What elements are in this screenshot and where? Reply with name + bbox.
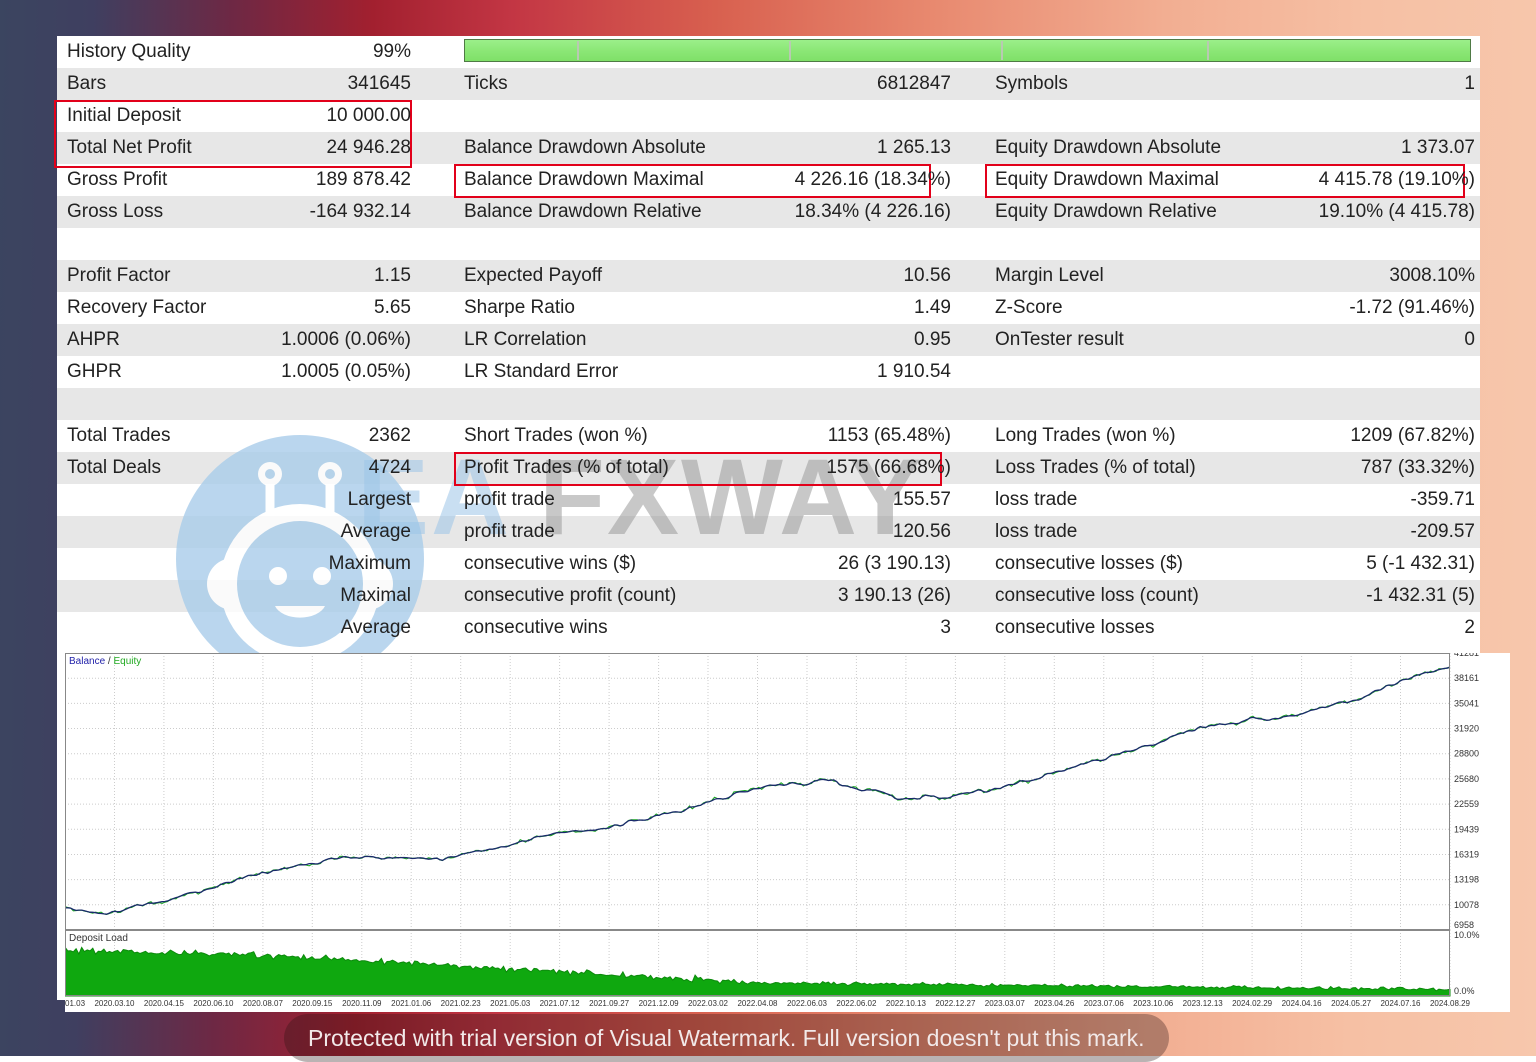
svg-text:2021.01.06: 2021.01.06 (391, 999, 432, 1008)
svg-text:10078: 10078 (1454, 900, 1479, 910)
svg-text:2020.01.03: 2020.01.03 (65, 999, 86, 1008)
svg-text:2024.05.27: 2024.05.27 (1331, 999, 1372, 1008)
svg-text:2024.08.29: 2024.08.29 (1430, 999, 1471, 1008)
svg-text:2023.12.13: 2023.12.13 (1183, 999, 1224, 1008)
svg-text:31920: 31920 (1454, 724, 1479, 734)
svg-text:35041: 35041 (1454, 698, 1479, 708)
svg-text:Balance / Equity: Balance / Equity (69, 656, 141, 667)
svg-text:2020.09.15: 2020.09.15 (292, 999, 333, 1008)
svg-text:2024.02.29: 2024.02.29 (1232, 999, 1273, 1008)
svg-text:2020.11.09: 2020.11.09 (342, 999, 382, 1008)
svg-text:2021.09.27: 2021.09.27 (589, 999, 630, 1008)
svg-text:0.0%: 0.0% (1454, 986, 1475, 996)
svg-text:2020.06.10: 2020.06.10 (193, 999, 234, 1008)
svg-text:2022.03.02: 2022.03.02 (688, 999, 729, 1008)
svg-text:25680: 25680 (1454, 774, 1479, 784)
svg-text:2022.10.13: 2022.10.13 (886, 999, 927, 1008)
svg-text:38161: 38161 (1454, 673, 1479, 683)
svg-text:6958: 6958 (1454, 920, 1474, 930)
svg-text:19439: 19439 (1454, 824, 1479, 834)
svg-text:10.0%: 10.0% (1454, 930, 1480, 940)
svg-text:2020.04.15: 2020.04.15 (144, 999, 185, 1008)
svg-text:2021.12.09: 2021.12.09 (639, 999, 680, 1008)
svg-text:2023.07.06: 2023.07.06 (1084, 999, 1125, 1008)
svg-text:Deposit Load: Deposit Load (69, 933, 128, 944)
svg-text:2020.08.07: 2020.08.07 (243, 999, 284, 1008)
svg-text:41281: 41281 (1454, 653, 1479, 658)
svg-text:16319: 16319 (1454, 850, 1479, 860)
svg-text:28800: 28800 (1454, 749, 1479, 759)
svg-text:2021.05.03: 2021.05.03 (490, 999, 531, 1008)
svg-text:2021.07.12: 2021.07.12 (540, 999, 581, 1008)
svg-text:2020.03.10: 2020.03.10 (94, 999, 135, 1008)
svg-text:2021.02.23: 2021.02.23 (441, 999, 482, 1008)
svg-text:2024.04.16: 2024.04.16 (1282, 999, 1323, 1008)
svg-text:2024.07.16: 2024.07.16 (1380, 999, 1421, 1008)
svg-text:2022.06.03: 2022.06.03 (787, 999, 828, 1008)
svg-text:2023.10.06: 2023.10.06 (1133, 999, 1174, 1008)
svg-text:2022.06.02: 2022.06.02 (836, 999, 877, 1008)
svg-text:2022.12.27: 2022.12.27 (935, 999, 976, 1008)
svg-text:22559: 22559 (1454, 799, 1479, 809)
svg-text:2022.04.08: 2022.04.08 (737, 999, 778, 1008)
svg-text:13198: 13198 (1454, 875, 1479, 885)
svg-text:2023.03.07: 2023.03.07 (985, 999, 1026, 1008)
svg-text:2023.04.26: 2023.04.26 (1034, 999, 1075, 1008)
